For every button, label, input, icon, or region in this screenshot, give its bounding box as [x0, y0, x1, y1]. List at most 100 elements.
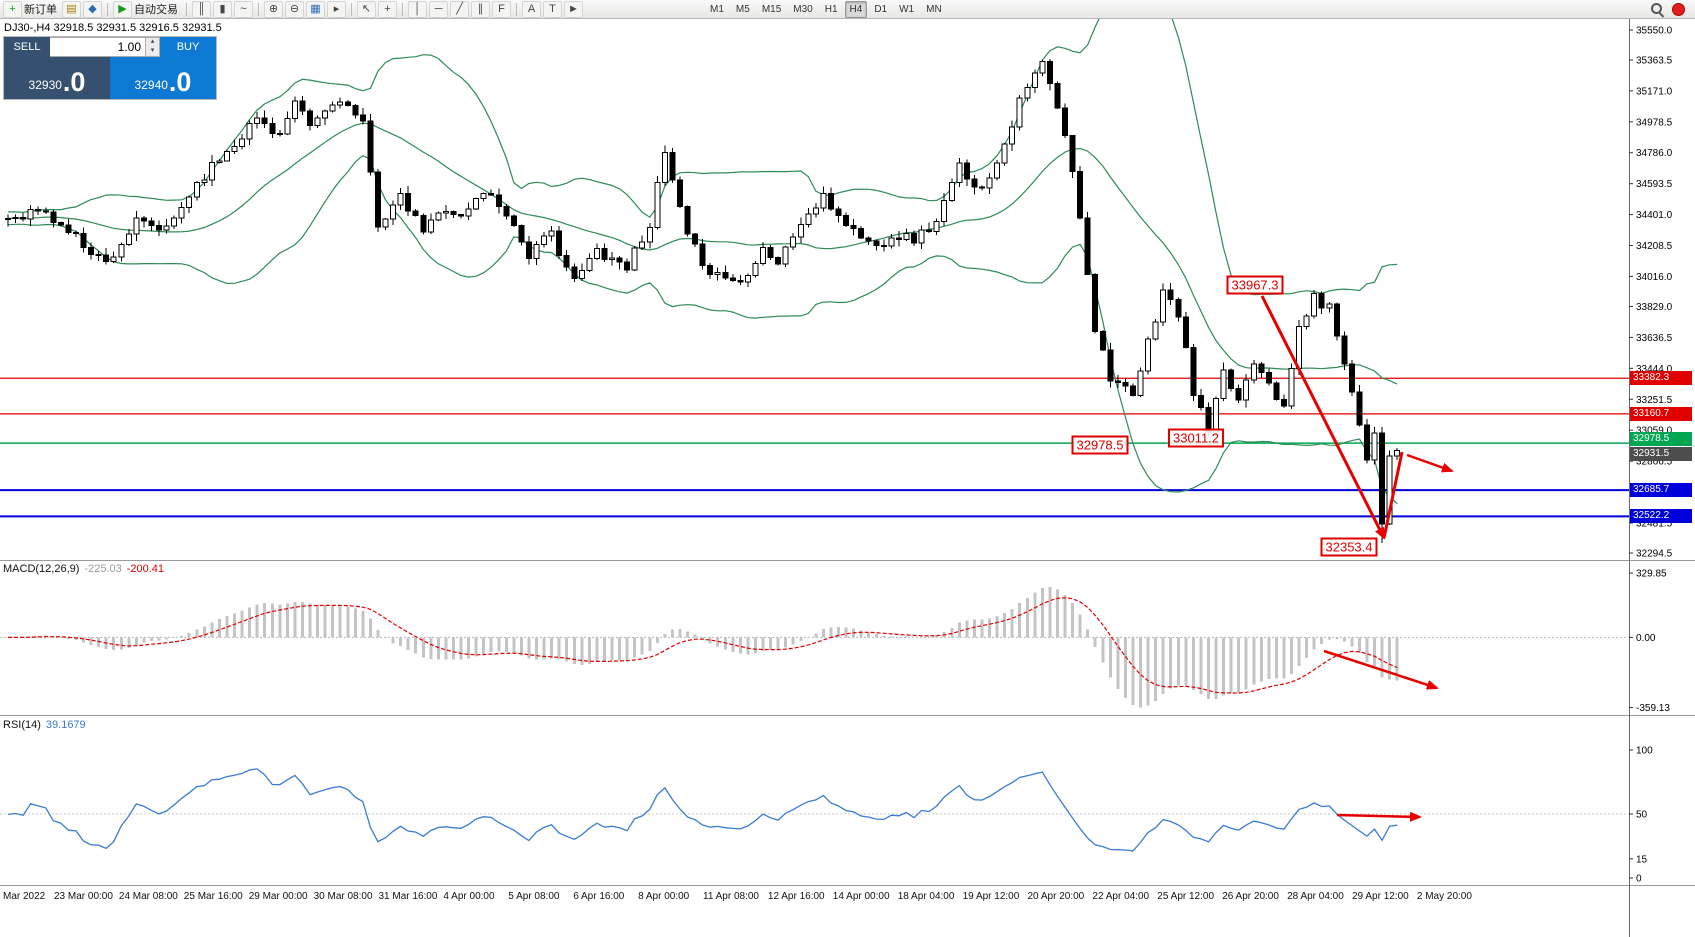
sell-button[interactable]: SELL — [4, 37, 50, 57]
timeframe-button-m5[interactable]: M5 — [735, 3, 750, 15]
timeframe-button-mn[interactable]: MN — [926, 3, 942, 15]
autotrading-button[interactable]: ▶ — [113, 0, 132, 18]
cursor-icon[interactable]: ↖ — [357, 0, 376, 18]
time-axis-label[interactable]: 25 Apr 12:00 — [1157, 891, 1214, 902]
timeframe-button-h1[interactable]: H1 — [824, 3, 838, 15]
price-axis-label[interactable]: 35550.0 — [1636, 26, 1673, 37]
buy-price-dec: .0 — [168, 67, 192, 97]
price-axis-label[interactable]: 33829.0 — [1636, 302, 1673, 313]
time-axis-label[interactable]: 6 Apr 16:00 — [573, 891, 625, 902]
arrows-icon[interactable]: ► — [564, 0, 583, 18]
timeframe-button-d1[interactable]: D1 — [874, 3, 888, 15]
toolbar-separator — [402, 2, 403, 16]
text-label-icon[interactable]: T — [543, 0, 562, 18]
time-axis-label[interactable]: 4 Apr 00:00 — [443, 891, 495, 902]
price-axis-label[interactable]: 34786.0 — [1636, 148, 1673, 159]
auto-scroll-icon[interactable]: ▸ — [327, 0, 346, 18]
sell-price-dec: .0 — [62, 67, 86, 97]
trendline-icon[interactable]: ╱ — [450, 0, 469, 18]
buy-price-display[interactable]: 32940.0 — [110, 57, 216, 99]
time-axis-label[interactable]: 8 Apr 00:00 — [638, 891, 690, 902]
macd-signal-value: -200.41 — [126, 563, 165, 575]
notification-icon[interactable] — [1672, 2, 1685, 16]
time-axis-label[interactable]: 2 May 20:00 — [1417, 891, 1472, 902]
tile-windows-icon[interactable]: ▦ — [306, 0, 325, 18]
rsi-pane[interactable] — [0, 768, 1629, 852]
time-axis-label[interactable]: 12 Apr 16:00 — [768, 891, 825, 902]
macd-pane[interactable] — [0, 587, 1629, 708]
trend-arrow[interactable] — [1336, 811, 1422, 822]
toolbar-separator — [107, 2, 108, 16]
price-axis-label[interactable]: 34978.5 — [1636, 117, 1673, 128]
price-axis-label[interactable]: 34016.0 — [1636, 272, 1673, 283]
buy-button[interactable]: BUY — [160, 37, 216, 57]
time-axis-label[interactable]: 14 Apr 00:00 — [833, 891, 890, 902]
trend-arrow[interactable] — [1382, 451, 1404, 539]
time-axis-label[interactable]: 23 Mar 00:00 — [54, 891, 113, 902]
trend-arrow[interactable] — [1323, 649, 1439, 690]
candlestick-chart-icon[interactable]: ▮ — [213, 0, 232, 18]
main-toolbar: + 新订单 ▤ ◆ ▶ 自动交易 ║ ▮ ~ ⊕ ⊖ ▦ ▸ ↖ + │ ─ ╱ ∥ F A T ► M1 M5 M15 M30 H… — [0, 0, 1695, 19]
timeframe-button-w1[interactable]: W1 — [899, 3, 915, 15]
price-axis-label[interactable]: 33636.5 — [1636, 333, 1673, 344]
time-axis-label[interactable]: 30 Mar 08:00 — [314, 891, 373, 902]
price-axis-label[interactable]: 34593.5 — [1636, 179, 1673, 190]
trend-arrow[interactable] — [1260, 295, 1386, 540]
main-chart-pane[interactable] — [0, 0, 1629, 544]
price-axis-label[interactable]: 35363.5 — [1636, 55, 1673, 66]
price-axis-label[interactable]: 33444.0 — [1636, 364, 1673, 375]
volume-input[interactable]: 1.00 — [50, 37, 146, 57]
time-axis-label[interactable]: 22 Apr 04:00 — [1092, 891, 1149, 902]
horizontal-line-icon[interactable]: ─ — [429, 0, 448, 18]
price-axis-label[interactable]: 32294.5 — [1636, 549, 1673, 560]
profiles-icon[interactable]: ◆ — [83, 0, 102, 18]
trend-arrow[interactable] — [1406, 453, 1454, 473]
time-axis-label[interactable]: 29 Mar 00:00 — [249, 891, 308, 902]
price-axis-label[interactable]: 32481.5 — [1636, 518, 1673, 529]
time-axis-label[interactable]: 18 Apr 04:00 — [898, 891, 955, 902]
time-axis-label[interactable]: 29 Apr 12:00 — [1352, 891, 1409, 902]
toolbar-separator — [516, 2, 517, 16]
zoom-out-icon[interactable]: ⊖ — [285, 0, 304, 18]
search-icon[interactable] — [1650, 2, 1665, 18]
bar-chart-icon[interactable]: ║ — [192, 0, 211, 18]
price-axis-label[interactable]: 33251.5 — [1636, 395, 1673, 406]
crosshair-icon[interactable]: + — [378, 0, 397, 18]
price-axis-label[interactable]: 35171.0 — [1636, 86, 1673, 97]
price-axis-label[interactable]: 34208.5 — [1636, 241, 1673, 252]
chart-window-icon[interactable]: ▤ — [62, 0, 81, 18]
timeframe-button-m1[interactable]: M1 — [710, 3, 724, 15]
price-axis-label[interactable]: 33059.0 — [1636, 426, 1673, 437]
rsi-axis-label: 50 — [1636, 810, 1648, 821]
equidistant-channel-icon[interactable]: ∥ — [471, 0, 490, 18]
search-icon-glass — [1651, 2, 1662, 14]
time-axis-label[interactable]: 11 Apr 08:00 — [703, 891, 759, 902]
time-axis-label[interactable]: 28 Apr 04:00 — [1287, 891, 1344, 902]
toolbar-separator — [351, 2, 352, 16]
volume-decrease-button[interactable]: ▾ — [150, 47, 155, 54]
time-axis-label[interactable]: 25 Mar 16:00 — [184, 891, 243, 902]
time-axis-label[interactable]: 31 Mar 16:00 — [379, 891, 438, 902]
timeframe-toolbar: M1 M5 M15 M30 H1 H4 D1 W1 MN — [704, 0, 948, 18]
sell-price-display[interactable]: 32930.0 — [4, 57, 110, 99]
time-axis-label[interactable]: Mar 2022 — [3, 891, 46, 902]
text-icon[interactable]: A — [522, 0, 541, 18]
vertical-line-icon[interactable]: │ — [408, 0, 427, 18]
fibonacci-icon[interactable]: F — [492, 0, 511, 18]
time-axis-label[interactable]: 20 Apr 20:00 — [1028, 891, 1085, 902]
time-axis-label[interactable]: 24 Mar 08:00 — [119, 891, 178, 902]
time-axis-label[interactable]: 5 Apr 08:00 — [508, 891, 560, 902]
timeframe-button-m30[interactable]: M30 — [793, 3, 813, 15]
macd-histogram — [6, 587, 1399, 708]
line-chart-icon[interactable]: ~ — [234, 0, 253, 18]
price-axis-label[interactable]: 32866.5 — [1636, 457, 1673, 468]
zoom-in-icon[interactable]: ⊕ — [264, 0, 283, 18]
price-axis-label[interactable]: 34401.0 — [1636, 210, 1673, 221]
time-axis-label[interactable]: 19 Apr 12:00 — [963, 891, 1020, 902]
timeframe-button-m15[interactable]: M15 — [761, 3, 782, 15]
timeframe-button-h4[interactable]: H4 — [844, 0, 868, 18]
time-axis-label[interactable]: 26 Apr 20:00 — [1222, 891, 1279, 902]
new-order-button[interactable]: + — [3, 0, 22, 18]
volume-increase-button[interactable]: ▴ — [150, 38, 155, 45]
